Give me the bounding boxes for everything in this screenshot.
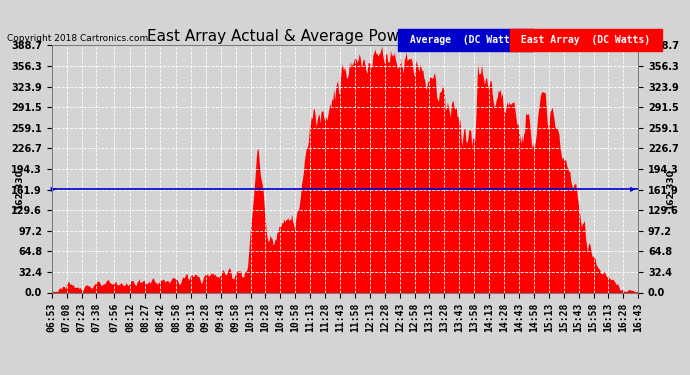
Text: Average  (DC Watts): Average (DC Watts)	[404, 35, 527, 45]
Text: 162.330: 162.330	[15, 169, 24, 210]
Title: East Array Actual & Average Power Tue Mar 6 16:57: East Array Actual & Average Power Tue Ma…	[147, 29, 543, 44]
Text: Copyright 2018 Cartronics.com: Copyright 2018 Cartronics.com	[7, 34, 148, 43]
Text: East Array  (DC Watts): East Array (DC Watts)	[515, 35, 656, 45]
Text: 162.330: 162.330	[666, 169, 675, 210]
